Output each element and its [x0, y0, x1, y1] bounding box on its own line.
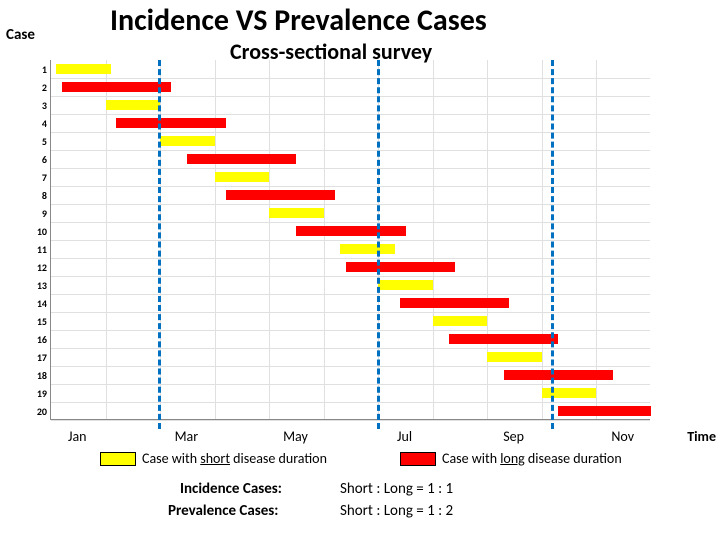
row-label: 4 — [31, 117, 47, 130]
bar-short — [106, 100, 161, 110]
bar-long — [116, 118, 225, 128]
grid-h — [51, 366, 650, 367]
grid-h — [51, 78, 650, 79]
bar-long — [558, 406, 651, 416]
legend-long-swatch — [400, 452, 436, 466]
bar-short — [269, 208, 324, 218]
row-label: 9 — [31, 207, 47, 220]
grid-h — [51, 222, 650, 223]
survey-line — [377, 60, 380, 429]
row-label: 3 — [31, 99, 47, 112]
row-label: 6 — [31, 153, 47, 166]
month-label: Mar — [175, 428, 199, 445]
page-title: Incidence VS Prevalence Cases — [110, 2, 487, 39]
row-label: 19 — [31, 387, 47, 400]
survey-line — [158, 60, 161, 429]
prevalence-label: Prevalence Cases: — [168, 502, 278, 520]
bar-long — [187, 154, 296, 164]
grid-h — [51, 204, 650, 205]
row-label: 5 — [31, 135, 47, 148]
grid-h — [51, 240, 650, 241]
legend-short-text: Case with short disease duration — [142, 450, 327, 467]
month-label: May — [283, 428, 308, 445]
bar-short — [215, 172, 270, 182]
grid-h — [51, 150, 650, 151]
grid-h — [51, 276, 650, 277]
grid-h — [51, 132, 650, 133]
month-label: Jan — [68, 428, 87, 445]
grid-h — [51, 168, 650, 169]
bar-long — [62, 82, 171, 92]
row-label: 20 — [31, 405, 47, 418]
row-label: 11 — [31, 243, 47, 256]
incidence-label: Incidence Cases: — [180, 480, 282, 498]
row-label: 13 — [31, 279, 47, 292]
bar-short — [378, 280, 433, 290]
row-label: 18 — [31, 369, 47, 382]
grid-h — [51, 384, 650, 385]
case-axis-label: Case — [6, 26, 35, 44]
month-label: Nov — [611, 428, 634, 445]
legend-long-text: Case with long disease duration — [442, 450, 622, 467]
bar-long — [449, 334, 558, 344]
row-label: 14 — [31, 297, 47, 310]
grid-h — [51, 348, 650, 349]
bar-short — [487, 352, 542, 362]
bar-long — [400, 298, 509, 308]
bar-short — [160, 136, 215, 146]
month-label: Jul — [397, 428, 412, 445]
bar-short — [433, 316, 488, 326]
grid-h — [51, 114, 650, 115]
row-label: 16 — [31, 333, 47, 346]
row-label: 2 — [31, 81, 47, 94]
bar-long — [226, 190, 335, 200]
time-axis-label: Time — [687, 428, 716, 445]
row-label: 7 — [31, 171, 47, 184]
survey-line — [551, 60, 554, 429]
month-label: Sep — [503, 428, 524, 445]
grid-h — [51, 312, 650, 313]
row-label: 12 — [31, 261, 47, 274]
row-label: 8 — [31, 189, 47, 202]
grid-h — [51, 96, 650, 97]
bar-short — [340, 244, 395, 254]
bar-long — [504, 370, 613, 380]
bar-short — [56, 64, 111, 74]
row-label: 1 — [31, 63, 47, 76]
legend-short-swatch — [100, 452, 136, 466]
grid-h — [51, 330, 650, 331]
grid-h — [51, 294, 650, 295]
grid-h — [51, 420, 650, 421]
row-label: 15 — [31, 315, 47, 328]
row-label: 17 — [31, 351, 47, 364]
gantt-chart: 1234567891011121314151617181920 — [50, 60, 650, 420]
bar-long — [346, 262, 455, 272]
grid-h — [51, 402, 650, 403]
prevalence-value: Short : Long = 1 : 2 — [340, 502, 453, 520]
grid-h — [51, 186, 650, 187]
row-label: 10 — [31, 225, 47, 238]
grid-h — [51, 258, 650, 259]
bar-long — [296, 226, 405, 236]
incidence-value: Short : Long = 1 : 1 — [340, 480, 453, 498]
